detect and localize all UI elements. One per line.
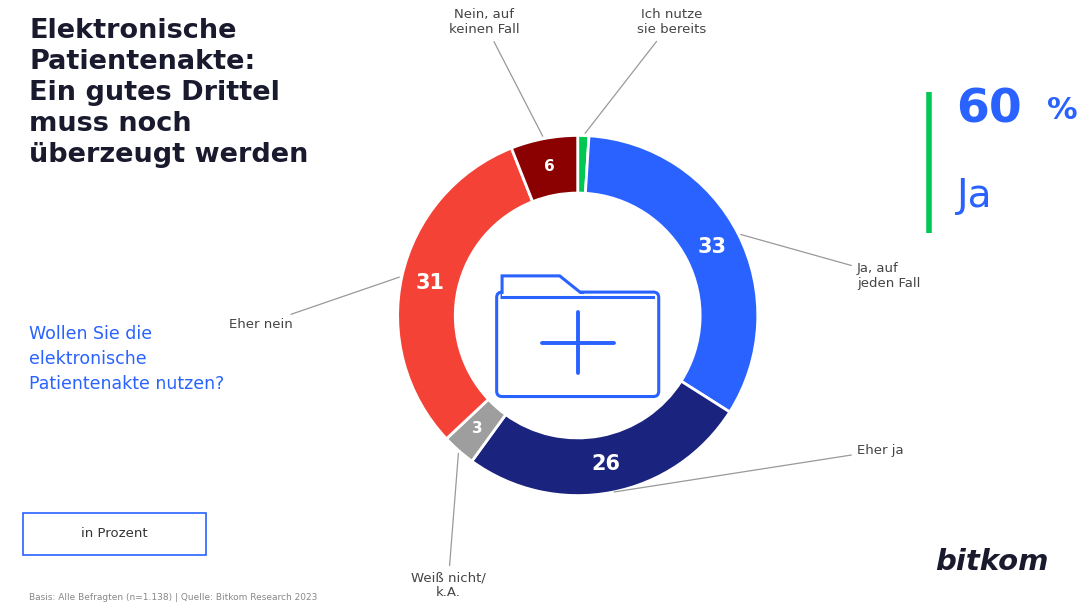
Text: Basis: Alle Befragten (n=1.138) | Quelle: Bitkom Research 2023: Basis: Alle Befragten (n=1.138) | Quelle… (29, 593, 317, 602)
Wedge shape (398, 148, 533, 439)
Wedge shape (472, 381, 729, 495)
Text: 26: 26 (592, 454, 620, 474)
Text: Eher ja: Eher ja (614, 444, 904, 492)
Text: bitkom: bitkom (935, 548, 1049, 576)
Text: 60: 60 (957, 88, 1022, 133)
Text: Eher nein: Eher nein (229, 277, 399, 331)
Text: Nein, auf
keinen Fall: Nein, auf keinen Fall (449, 9, 543, 136)
Wedge shape (447, 399, 506, 461)
Wedge shape (511, 135, 578, 202)
FancyBboxPatch shape (23, 513, 206, 555)
Text: Weiß nicht/
k.A.: Weiß nicht/ k.A. (411, 454, 485, 599)
Text: Ja: Ja (957, 177, 992, 215)
Text: Ja, auf
jeden Fall: Ja, auf jeden Fall (741, 235, 920, 290)
Bar (502, 294, 653, 301)
Text: %: % (1046, 96, 1077, 125)
Text: in Prozent: in Prozent (82, 527, 148, 541)
Text: Wollen Sie die
elektronische
Patientenakte nutzen?: Wollen Sie die elektronische Patientenak… (29, 325, 225, 393)
Text: Ich nutze
sie bereits: Ich nutze sie bereits (585, 9, 706, 134)
Text: 33: 33 (698, 237, 727, 257)
FancyBboxPatch shape (497, 292, 658, 397)
Text: Elektronische
Patientenakte:
Ein gutes Drittel
muss noch
überzeugt werden: Elektronische Patientenakte: Ein gutes D… (29, 18, 308, 169)
Text: 3: 3 (472, 422, 483, 436)
Wedge shape (578, 135, 589, 193)
Text: 6: 6 (544, 159, 555, 175)
Text: 31: 31 (415, 273, 445, 292)
Polygon shape (502, 276, 586, 297)
Wedge shape (585, 136, 758, 412)
